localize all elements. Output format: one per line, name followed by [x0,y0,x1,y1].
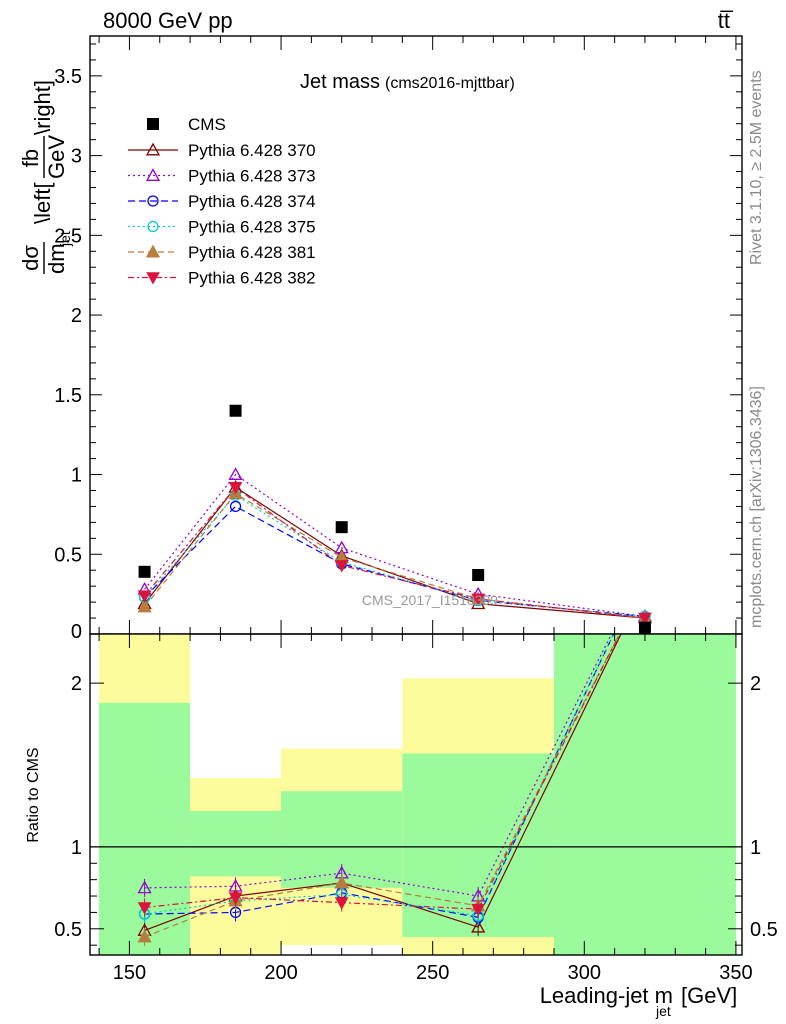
ratio-series-1-point-0 [137,880,152,894]
band-inner-4 [553,634,736,955]
ratio-panel: 0.5 0.5 1 1 2 2 150 200 250 300 350 [54,633,778,984]
main-series-2-point-1 [229,500,242,513]
ratio-series-line-3 [144,634,615,917]
main-series-line-2 [144,505,646,618]
ratio-series-4-point-0 [137,929,152,943]
data-point-4 [638,621,651,634]
data-point-1 [229,404,242,417]
legend-label-0: Pythia 6.428 370 [188,141,316,160]
main-series-line-3 [144,494,646,618]
main-ytick-label-4: 2.5 [54,225,82,247]
legend-marker-2 [147,195,159,207]
ratio-frame [89,633,743,956]
ratio-series-line-1 [144,634,613,897]
ratio-ytick-label-right-2: 2 [750,673,761,695]
legend-marker-3 [147,220,159,233]
main-ytick-label-2: 1.5 [54,385,82,407]
xlabel-main: Leading-jet m [540,983,673,1008]
legend-marker-data [147,118,159,130]
main-ytick-label-0: 0.5 [54,544,82,566]
main-series-5-point-0 [137,590,152,603]
legend-label-4: Pythia 6.428 381 [188,243,316,262]
xtick-label-2: 250 [416,962,449,984]
legend-label-data: CMS [188,115,226,134]
header-left: 8000 GeV pp [103,8,233,33]
main-series [137,404,653,634]
legend-label-1: Pythia 6.428 373 [188,167,316,186]
main-ytick-label-1: 1 [71,465,82,487]
main-ytick-label-3: 2 [71,305,82,327]
xlabel-unit: [GeV] [681,983,737,1008]
ylabel-left: \left[ [30,182,55,224]
x-axis-title: Leading-jet m jet [GeV] [540,983,738,1019]
ratio-ytick-label-right-1: 1 [750,837,761,859]
ratio-ytick-label-left-1: 1 [71,837,82,859]
main-panel: Jet mass (cms2016-mjttbar) 0.5 1 1.5 2 2.5 3 3… [54,35,743,643]
legend-marker-4 [145,244,161,258]
ylabel-fb: fb [18,149,43,167]
ylabel-right: \right] [30,80,55,135]
ratio-bands [99,634,736,955]
data-point-0 [138,565,151,578]
main-ytick-label-5: 3 [71,146,82,168]
ratio-ytick-label-left-2: 2 [71,673,82,695]
ratio-series-5-point-3 [471,903,486,917]
legend-label-3: Pythia 6.428 375 [188,218,316,237]
ylabel-denominator-sub: jet [57,231,73,247]
data-point-2 [335,521,348,534]
data-point-3 [472,568,485,581]
legend-marker-0 [145,142,161,156]
legend-marker-1 [145,168,161,181]
legend-label-2: Pythia 6.428 374 [188,192,316,211]
ratio-ylabel: Ratio to CMS [25,747,42,842]
main-series-5-point-1 [228,481,243,495]
ratio-ytick-label-right-0: 0.5 [750,919,778,941]
xtick-label-4: 350 [719,962,752,984]
y-axis-title: dσ dm jet \left[ fb GeV \right] [18,80,73,274]
ratio-series-5-point-2 [334,897,349,910]
legend-marker-5 [146,272,160,285]
ylabel-gev: GeV [44,135,69,179]
main-ytick-label-6: 3.5 [54,66,82,88]
main-ytick-label-zero: 0 [71,621,82,643]
ratio-ytick-label-left-0: 0.5 [54,919,82,941]
main-series-5-point-4 [638,612,652,626]
ratio-series-5-point-0 [137,902,152,915]
main-title: Jet mass [300,71,380,93]
ratio-series-4-point-2 [334,875,349,889]
ylabel-numerator: dσ [18,245,43,271]
xlabel-sub: jet [655,1003,671,1019]
main-series-5-point-3 [471,593,486,606]
watermark: CMS_2017_I1518399 [362,592,498,608]
legend: CMS Pythia 6.428 370 Pythia 6.428 373 Pythi… [128,115,316,288]
main-series-1-point-1 [228,467,243,480]
xtick-label-1: 200 [264,962,297,984]
main-series-5-point-2 [334,560,349,573]
xtick-label-3: 300 [568,962,601,984]
ratio-series-0-point-3 [471,919,486,933]
header-right: tt̅ [718,8,734,33]
mcplots-credit: mcplots.cern.ch [arXiv:1306.3436] [748,386,765,628]
band-inner-1 [190,810,282,877]
main-title-suffix: (cms2016-mjttbar) [385,75,515,92]
main-series-4-point-0 [137,599,152,613]
main-series-line-5 [144,486,646,619]
main-series-line-1 [144,473,646,618]
legend-label-5: Pythia 6.428 382 [188,269,316,288]
xtick-label-0: 150 [113,962,146,984]
ratio-series-5-point-1 [228,892,243,905]
ratio-series [137,634,622,946]
ratio-axes: 0.5 0.5 1 1 2 2 150 200 250 300 350 [54,633,778,984]
ylabel-denominator: dm [44,243,69,274]
rivet-version: Rivet 3.1.10, ≥ 2.5M events [748,70,765,265]
